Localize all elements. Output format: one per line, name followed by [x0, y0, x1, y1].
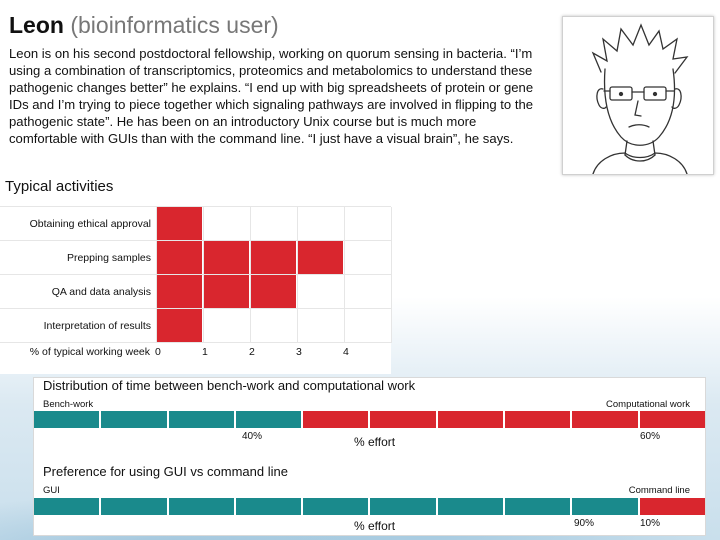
bar-segment: [168, 498, 236, 515]
preference-effort-label: % effort: [354, 519, 396, 533]
activities-gridline-v: [344, 207, 345, 343]
activity-label: Obtaining ethical approval: [29, 218, 151, 230]
activity-label: Interpretation of results: [43, 320, 151, 332]
activity-row: QA and data analysis: [0, 275, 391, 309]
activity-bar-cell: [251, 241, 297, 275]
activity-row: Prepping samples: [0, 241, 391, 275]
bar-segment: [168, 411, 236, 428]
distribution-title: Distribution of time between bench-work …: [43, 378, 416, 393]
bar-segment: [437, 411, 506, 428]
activities-gridline-h: [0, 274, 391, 275]
activity-label: QA and data analysis: [51, 286, 151, 298]
persona-name: Leon: [9, 12, 64, 38]
activities-tick-label: 4: [343, 346, 349, 358]
persona-title: Leon (bioinformatics user): [9, 12, 279, 38]
activities-gridline-v: [297, 207, 298, 343]
bar-segment: [34, 498, 102, 515]
activity-row: Obtaining ethical approval: [0, 207, 391, 241]
activity-bar-cell: [204, 275, 250, 309]
activities-title: Typical activities: [5, 178, 114, 195]
bar-segment: [101, 411, 169, 428]
bar-segment: [235, 411, 304, 428]
preference-right-label: Command line: [628, 485, 690, 496]
preference-left-pct: 90%: [574, 518, 595, 529]
activities-gridline-v: [156, 207, 157, 343]
activity-bar-cell: [157, 207, 203, 241]
bar-segment: [572, 498, 640, 515]
activity-bar-cell: [251, 275, 297, 309]
bar-segment: [303, 411, 371, 428]
activities-gridline-h: [0, 308, 391, 309]
activities-tick-label: 1: [202, 346, 208, 358]
activity-row: Interpretation of results: [0, 309, 391, 343]
distribution-right-label: Computational work: [606, 399, 690, 410]
preference-bar: [34, 498, 705, 515]
activities-tick-label: 2: [249, 346, 255, 358]
bar-segment: [34, 411, 102, 428]
persona-bio: Leon is on his second postdoctoral fello…: [9, 46, 534, 147]
bar-segment: [639, 498, 705, 515]
bar-segment: [639, 411, 705, 428]
distribution-right-pct: 60%: [640, 431, 661, 442]
distribution-left-pct: 40%: [242, 431, 263, 442]
activity-label: Prepping samples: [66, 252, 151, 264]
bar-segment: [235, 498, 304, 515]
portrait-sketch: [562, 16, 714, 175]
activities-gridline-v: [391, 207, 392, 343]
activities-axis-label: % of typical working week: [29, 346, 150, 358]
bar-segment: [303, 498, 371, 515]
distribution-effort-label: % effort: [354, 435, 396, 449]
bar-segment: [505, 411, 573, 428]
bar-segment: [572, 411, 640, 428]
bar-segment: [437, 498, 506, 515]
distribution-panel: Distribution of time between bench-work …: [33, 377, 706, 536]
bar-segment: [370, 498, 438, 515]
activities-tick-label: 3: [296, 346, 302, 358]
activities-tick-label: 0: [155, 346, 161, 358]
activity-bar-cell: [204, 241, 250, 275]
activities-gridline-h: [0, 342, 391, 343]
activities-gridline-h: [0, 240, 391, 241]
bar-segment: [370, 411, 438, 428]
persona-role: (bioinformatics user): [70, 12, 279, 38]
activity-bar-cell: [157, 241, 203, 275]
bar-segment: [101, 498, 169, 515]
preference-left-label: GUI: [43, 485, 60, 496]
activity-bar-cell: [298, 241, 344, 275]
distribution-left-label: Bench-work: [43, 399, 94, 410]
preference-right-pct: 10%: [640, 518, 661, 529]
bar-segment: [505, 498, 573, 515]
activities-gridline-v: [203, 207, 204, 343]
activities-gridline-v: [250, 207, 251, 343]
distribution-bar: [34, 411, 705, 428]
activity-bar-cell: [157, 309, 203, 343]
activity-bar-cell: [157, 275, 203, 309]
preference-title: Preference for using GUI vs command line: [43, 464, 288, 479]
activities-gridline-h: [0, 206, 391, 207]
